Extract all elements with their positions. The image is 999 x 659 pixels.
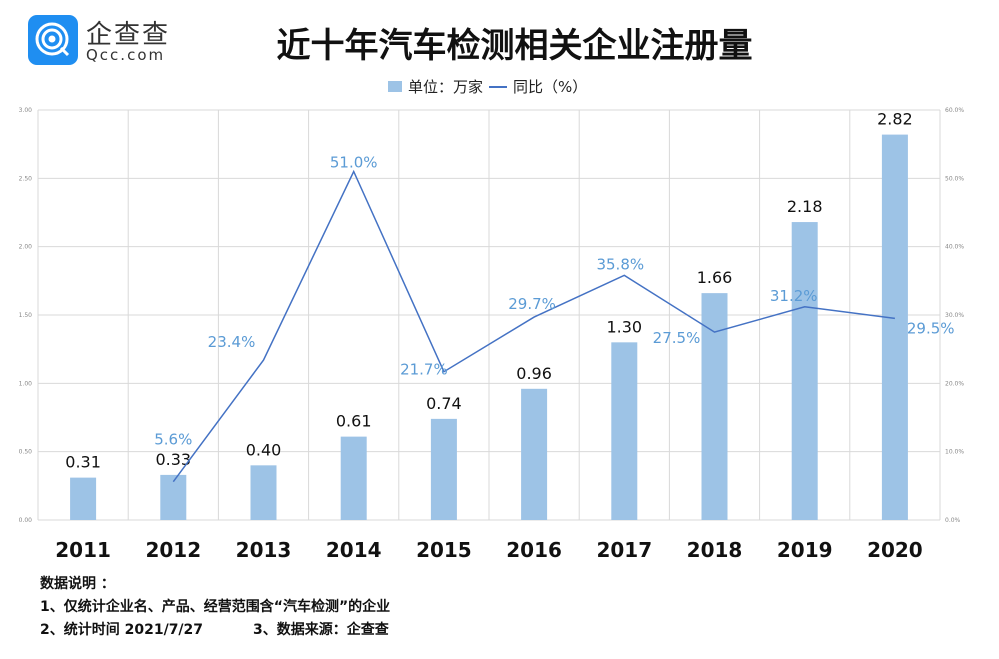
- legend-bar-label: 单位：万家: [408, 78, 484, 96]
- left-tick-label: 1.50: [19, 312, 33, 319]
- legend-line-label: 同比（%）: [513, 78, 588, 96]
- line-value-label: 35.8%: [596, 255, 644, 273]
- bar-value-label: 0.31: [65, 453, 101, 472]
- x-tick-label: 2011: [55, 538, 111, 562]
- bar: [70, 477, 97, 520]
- plot-area: 0.00 0.50 1.00 1.50 2.00 2.50 3.00 0.0% 10.0% 20.…: [19, 107, 965, 562]
- bar: [160, 474, 187, 520]
- bar: [521, 388, 548, 520]
- bar-value-label: 0.96: [516, 364, 552, 383]
- bar-value-label: 0.40: [246, 440, 282, 459]
- right-tick-label: 50.0%: [945, 175, 964, 182]
- line-value-label: 31.2%: [770, 287, 818, 305]
- left-tick-label: 1.00: [19, 380, 33, 387]
- x-tick-label: 2019: [777, 538, 833, 562]
- notes-line-1: 1、仅统计企业名、产品、经营范围含“汽车检测”的企业: [40, 599, 391, 615]
- right-tick-label: 10.0%: [945, 449, 964, 456]
- left-tick-label: 3.00: [19, 107, 33, 114]
- bar: [701, 293, 728, 520]
- x-tick-label: 2013: [236, 538, 292, 562]
- bar-value-label: 2.18: [787, 197, 823, 216]
- left-tick-label: 2.50: [19, 175, 33, 182]
- bar: [250, 465, 277, 520]
- logo-domain: Qcc.com: [86, 46, 166, 64]
- line-value-label: 23.4%: [208, 333, 256, 351]
- notes-source: 3、数据来源：企查查: [253, 622, 389, 638]
- right-tick-label: 30.0%: [945, 312, 964, 319]
- bar: [881, 134, 908, 520]
- right-tick-label: 60.0%: [945, 107, 964, 114]
- logo-text: 企查查: [86, 20, 171, 50]
- left-tick-label: 0.50: [19, 449, 33, 456]
- x-tick-label: 2012: [145, 538, 201, 562]
- bar-value-label: 2.82: [877, 110, 913, 129]
- legend-bar-swatch: [388, 81, 402, 92]
- left-tick-label: 2.00: [19, 244, 33, 251]
- legend: 单位：万家 同比（%）: [388, 76, 587, 97]
- right-tick-label: 0.0%: [945, 517, 961, 524]
- line-value-label: 5.6%: [154, 431, 192, 449]
- x-tick-label: 2016: [506, 538, 562, 562]
- notes: 数据说明 ： 1、仅统计企业名、产品、经营范围含“汽车检测”的企业 2、统计时间…: [40, 573, 390, 642]
- notes-date: 2、统计时间 2021/7/27: [40, 622, 204, 638]
- qcc-logo-icon: [28, 15, 78, 65]
- bar-value-label: 0.61: [336, 412, 372, 431]
- right-tick-label: 20.0%: [945, 380, 964, 387]
- right-tick-label: 40.0%: [945, 244, 964, 251]
- x-tick-label: 2020: [867, 538, 923, 562]
- bar: [340, 436, 367, 520]
- line-value-label: 29.7%: [508, 295, 556, 313]
- line-series: [172, 169, 895, 483]
- line-value-label: 21.7%: [400, 361, 448, 379]
- x-tick-label: 2015: [416, 538, 472, 562]
- bar: [430, 418, 457, 520]
- x-tick-label: 2014: [326, 538, 382, 562]
- chart-title: 近十年汽车检测相关企业注册量: [276, 26, 753, 66]
- bar-value-label: 1.66: [697, 268, 733, 287]
- line-value-label: 29.5%: [907, 319, 955, 337]
- left-tick-label: 0.00: [19, 517, 33, 524]
- line-value-label: 51.0%: [330, 154, 378, 172]
- line-value-label: 27.5%: [653, 329, 701, 347]
- bar-value-label: 0.74: [426, 394, 462, 413]
- legend-line-swatch: [489, 85, 508, 88]
- x-tick-label: 2017: [596, 538, 652, 562]
- notes-heading: 数据说明 ：: [40, 576, 115, 592]
- bar: [791, 222, 818, 521]
- bar-value-label: 1.30: [606, 317, 642, 336]
- notes-line-2: 2、统计时间 2021/7/27 3、数据来源：企查查: [40, 619, 390, 642]
- x-tick-label: 2018: [687, 538, 743, 562]
- bar: [611, 342, 638, 520]
- bar-value-label: 0.33: [155, 450, 191, 469]
